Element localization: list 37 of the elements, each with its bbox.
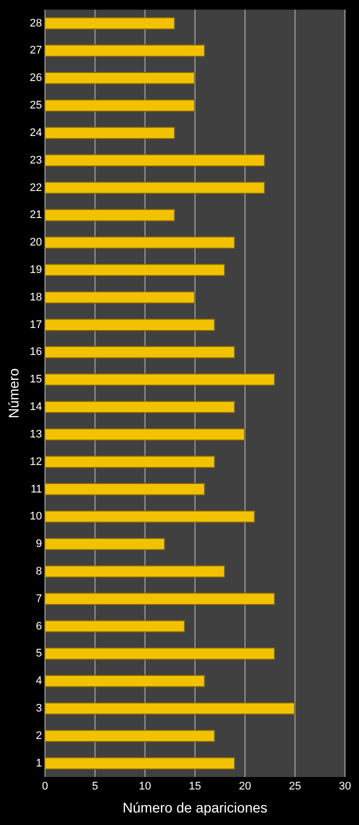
y-tick-label: 23 — [30, 154, 42, 166]
x-tick-label: 30 — [338, 780, 352, 793]
y-tick-label: 12 — [30, 456, 42, 468]
x-tick-label: 0 — [42, 780, 48, 793]
y-tick-label: 24 — [30, 126, 42, 139]
y-axis-title: Número — [5, 368, 22, 418]
x-tick-label: 20 — [238, 780, 252, 793]
y-tick-label: 11 — [30, 483, 42, 496]
y-tick-label: 3 — [36, 702, 42, 715]
x-axis-title: Número de apariciones — [122, 799, 268, 816]
x-tick-label: 5 — [92, 780, 98, 793]
x-tick-label: 25 — [288, 780, 302, 793]
y-tick-label: 2 — [36, 730, 42, 742]
y-tick-label: 9 — [36, 538, 42, 550]
y-tick-label: 17 — [30, 318, 42, 331]
y-tick-label: 4 — [36, 675, 42, 688]
y-tick-label: 10 — [30, 510, 42, 523]
y-tick-label: 28 — [30, 17, 42, 30]
y-tick-label: 18 — [30, 291, 42, 304]
y-tick-label: 22 — [30, 182, 42, 194]
y-tick-label: 1 — [36, 757, 42, 770]
y-tick-label: 13 — [30, 428, 42, 440]
y-tick-label: 14 — [30, 401, 42, 414]
x-tick-label: 15 — [188, 780, 202, 793]
y-tick-label: 27 — [30, 44, 42, 57]
y-tick-label: 15 — [30, 374, 42, 386]
y-tick-label: 8 — [36, 565, 42, 578]
y-tick-label: 5 — [36, 648, 42, 660]
y-tick-label: 6 — [36, 620, 42, 632]
y-tick-label: 20 — [30, 236, 42, 249]
y-tick-label: 16 — [30, 346, 42, 358]
y-tick-label: 26 — [30, 72, 42, 84]
y-tick-label: 7 — [36, 592, 42, 605]
y-tick-label: 19 — [30, 264, 42, 276]
y-tick-label: 21 — [30, 209, 42, 222]
y-tick-label: 25 — [30, 100, 42, 112]
x-tick-label: 10 — [138, 780, 152, 793]
